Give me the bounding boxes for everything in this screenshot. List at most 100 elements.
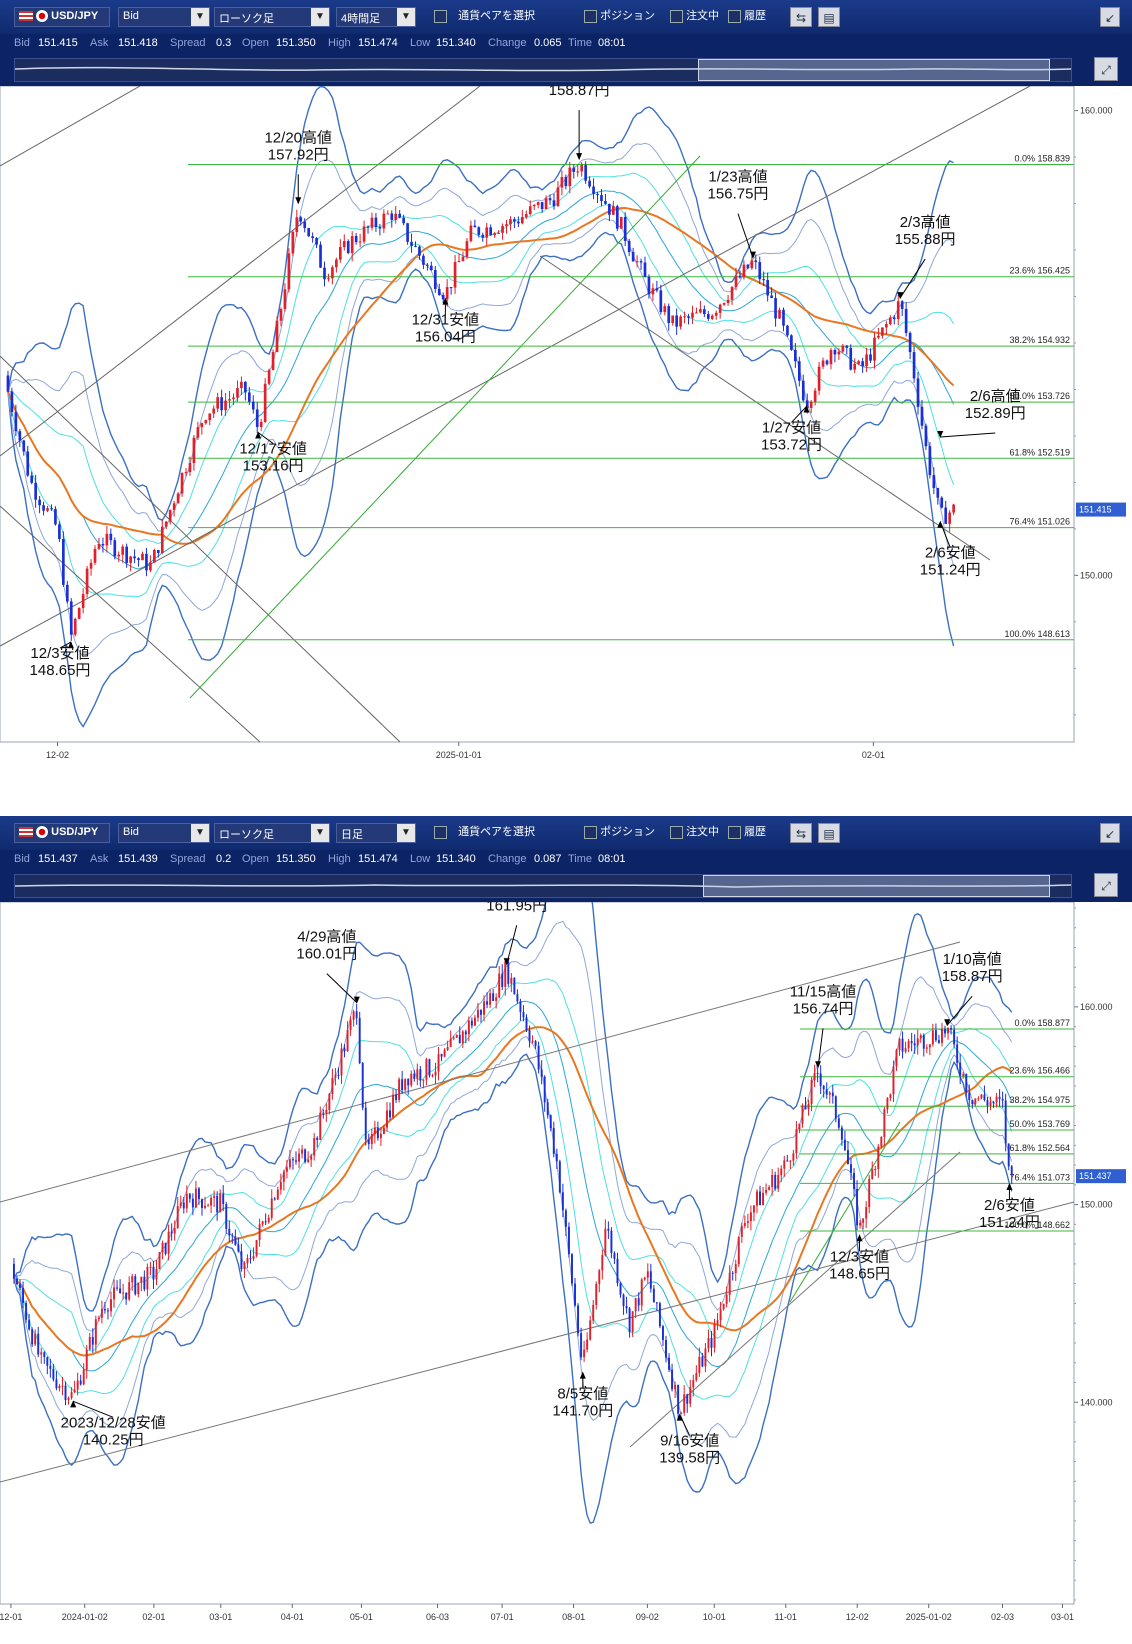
candle-body xyxy=(687,316,690,318)
pair-select-button[interactable]: 通貨ペアを選択 xyxy=(434,7,564,27)
candle-body xyxy=(91,1336,94,1345)
bollinger-upper-1sigma xyxy=(14,978,1013,1352)
candle-body xyxy=(492,993,495,1001)
candle-body xyxy=(974,1098,977,1105)
candle-body xyxy=(327,278,330,280)
timeframe-select[interactable]: 4時間足 ▼ xyxy=(336,7,416,27)
tab-label: 履歴 xyxy=(744,826,767,838)
candle-body xyxy=(774,1174,777,1189)
candle-body xyxy=(986,1100,989,1106)
symbol-select[interactable]: USD/JPY xyxy=(14,7,110,27)
candle-body xyxy=(532,204,536,207)
candle-body xyxy=(758,262,762,280)
candle-body xyxy=(825,1089,828,1095)
candle-body xyxy=(379,1133,382,1139)
chart-type-select[interactable]: ローソク足 ▼ xyxy=(214,823,330,843)
tab-positions[interactable]: ポジション xyxy=(584,7,664,27)
annotation-arrowhead xyxy=(353,996,360,1004)
annotation-price-label: 141.70円 xyxy=(552,1403,613,1420)
annotation-arrowhead xyxy=(937,431,944,439)
candle-body xyxy=(110,1299,112,1312)
candle-body xyxy=(546,1102,549,1116)
candle-body xyxy=(510,977,513,984)
x-tick-label: 10-01 xyxy=(703,1612,726,1622)
candle-body xyxy=(416,1069,419,1079)
list-window-icon[interactable]: ▤ xyxy=(818,7,840,27)
candle-body xyxy=(173,1228,176,1234)
moving-average-long xyxy=(7,206,955,545)
current-price-label: 151.415 xyxy=(1079,505,1112,515)
minimize-icon[interactable]: ↙ xyxy=(1100,823,1120,843)
candle-body xyxy=(497,232,500,234)
jp-flag-icon xyxy=(36,10,49,23)
pair-select-button[interactable]: 通貨ペアを選択 xyxy=(434,823,564,843)
chart-window-icon[interactable]: ⇆ xyxy=(790,7,812,27)
expand-icon[interactable]: ⤢ xyxy=(1094,873,1118,897)
candle-body xyxy=(93,548,97,563)
tab-history[interactable]: 履歴 xyxy=(728,823,784,843)
candle-body xyxy=(461,1031,464,1044)
navigator-window[interactable] xyxy=(698,59,1050,81)
candle-body xyxy=(794,349,797,362)
list-window-icon[interactable]: ▤ xyxy=(818,823,840,843)
tab-history[interactable]: 履歴 xyxy=(728,7,784,27)
us-flag-icon xyxy=(19,827,33,838)
chart-daily[interactable]: 0.0% 158.877 23.6% 156.466 38.2% 154.975 50… xyxy=(0,902,1132,1644)
candle-body xyxy=(342,241,346,248)
high-label: High xyxy=(328,853,351,865)
candle-body xyxy=(22,1287,25,1303)
annotation-price-label: 152.89円 xyxy=(965,405,1026,422)
fibonacci-label: 76.4% 151.026 xyxy=(1009,517,1070,527)
candle-body xyxy=(528,206,532,215)
candle-body xyxy=(264,1221,267,1223)
price-type-select[interactable]: Bid ▼ xyxy=(118,7,210,27)
candle-body xyxy=(608,203,611,215)
candle-body xyxy=(691,312,694,318)
tab-label: ポジション xyxy=(600,10,656,22)
candle-body xyxy=(373,1127,376,1135)
price-type-select[interactable]: Bid ▼ xyxy=(118,823,210,843)
candle-body xyxy=(619,1283,622,1295)
annotation-arrow xyxy=(737,213,754,258)
candle-body xyxy=(252,1255,255,1259)
candle-body xyxy=(410,241,413,246)
candle-body xyxy=(655,288,659,291)
candle-body xyxy=(291,1159,294,1161)
expand-icon[interactable]: ⤢ xyxy=(1094,57,1118,81)
chart-4h[interactable]: 0.0% 158.839 23.6% 156.425 38.2% 154.932 50… xyxy=(0,86,1132,780)
candle-body xyxy=(537,1045,540,1070)
navigator-window[interactable] xyxy=(703,875,1050,897)
chart-window-icon[interactable]: ⇆ xyxy=(790,823,812,843)
candle-body xyxy=(671,1369,674,1390)
tab-positions[interactable]: ポジション xyxy=(584,823,664,843)
candle-body xyxy=(129,556,132,563)
candle-body xyxy=(725,1294,728,1304)
tab-orders[interactable]: 注文中 xyxy=(670,7,730,27)
candle-body xyxy=(983,1094,986,1101)
timeframe-select[interactable]: 日足 ▼ xyxy=(336,823,416,843)
chart-type-select[interactable]: ローソク足 ▼ xyxy=(214,7,330,27)
candle-body xyxy=(298,1153,301,1162)
symbol-select[interactable]: USD/JPY xyxy=(14,823,110,843)
navigator-track[interactable] xyxy=(14,58,1072,82)
candle-body xyxy=(196,427,200,438)
candle-body xyxy=(255,409,259,427)
annotation-arrow xyxy=(257,432,274,444)
candle-body xyxy=(703,309,706,314)
candle-body xyxy=(370,217,374,228)
candle-body xyxy=(568,167,572,187)
spread-label: Spread xyxy=(170,853,206,865)
candle-body xyxy=(350,236,354,254)
candle-body xyxy=(489,993,492,1005)
tab-orders[interactable]: 注文中 xyxy=(670,823,730,843)
candle-body xyxy=(85,568,89,594)
candle-body xyxy=(728,1272,731,1295)
minimize-icon[interactable]: ↙ xyxy=(1100,7,1120,27)
candle-body xyxy=(140,1276,143,1283)
bollinger-lower-2sigma xyxy=(13,1036,1013,1446)
candle-body xyxy=(79,1380,82,1385)
candle-body xyxy=(470,1020,473,1026)
candle-body xyxy=(40,1352,43,1355)
candle-body xyxy=(552,1128,555,1154)
navigator-track[interactable] xyxy=(14,874,1072,898)
